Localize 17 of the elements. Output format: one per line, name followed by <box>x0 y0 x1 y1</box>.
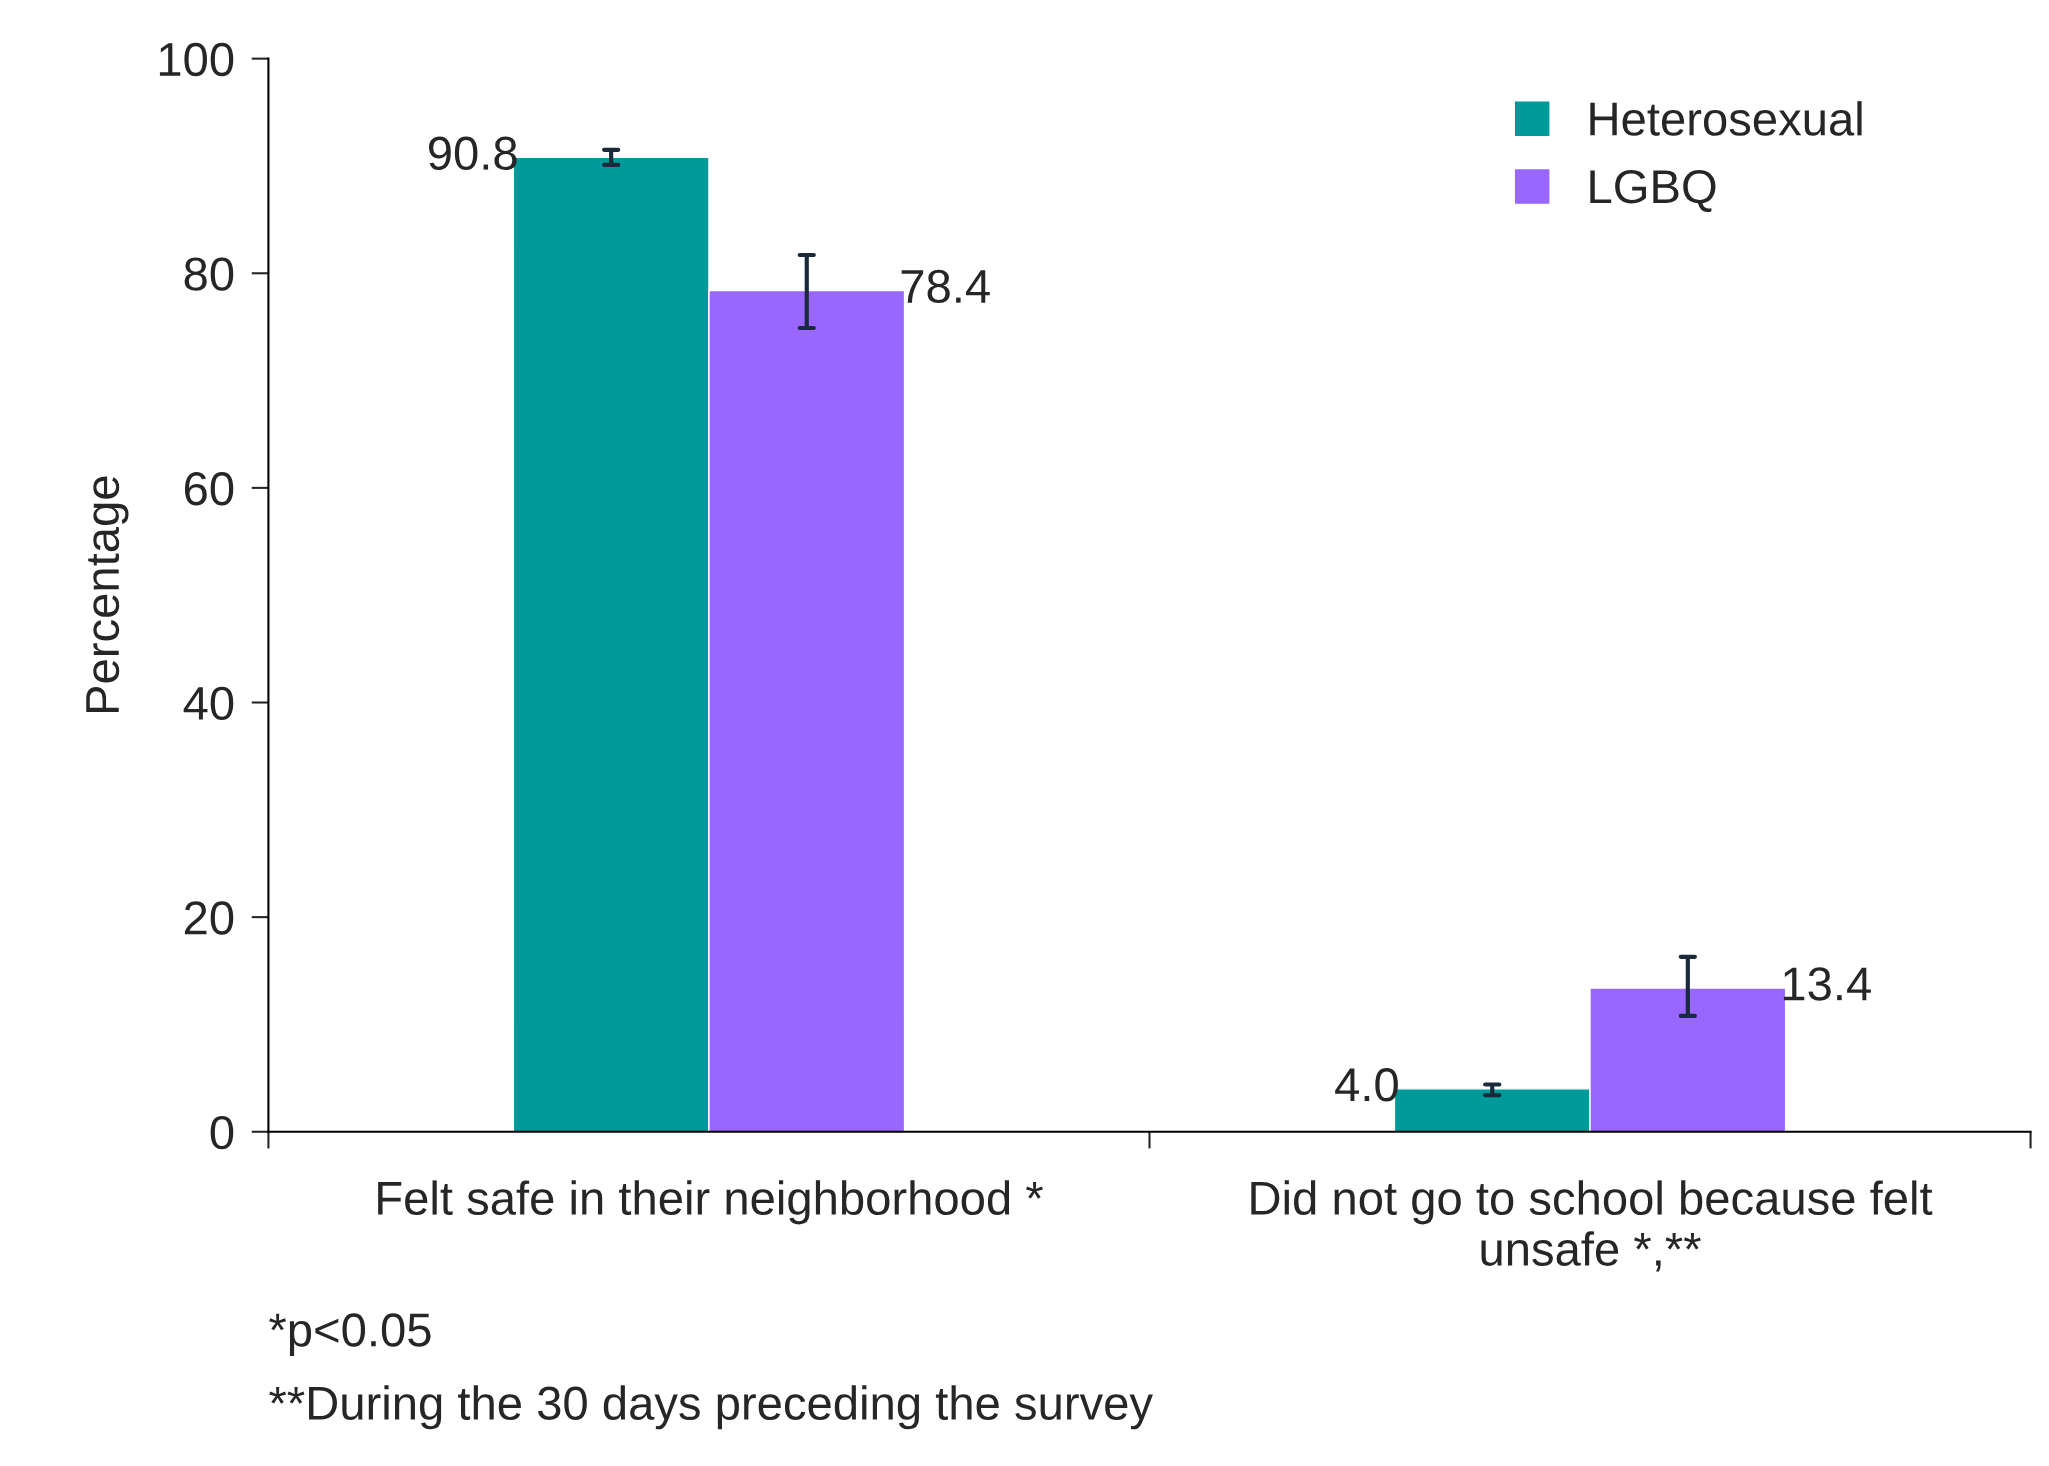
y-tick-label: 40 <box>183 686 234 721</box>
legend-label: Heterosexual <box>1590 101 1862 136</box>
y-axis-title: Percentage <box>86 476 129 713</box>
text: **During the 30 days preceding the survey <box>269 1385 1153 1430</box>
data-label: 78.4 <box>901 269 990 304</box>
x-tick-label: Did not go to school because felt unsafe *,** <box>1251 1180 1933 1272</box>
x-tick-label: Felt safe in their neighborhood * <box>378 1180 1043 1225</box>
data-label: 13.4 <box>1783 967 1871 1001</box>
y-tick-label: 0 <box>210 1115 234 1150</box>
y-tick-label: 100 <box>159 42 234 77</box>
y-tick-label: 80 <box>184 257 234 291</box>
data-label: 4.0 <box>1335 1068 1398 1102</box>
text: *p<0.05 <box>269 1313 431 1357</box>
y-tick-label: 20 <box>184 901 234 935</box>
legend-label: LGBQ <box>1590 170 1716 212</box>
data-label: 90.8 <box>428 136 517 171</box>
y-tick-label: 60 <box>184 472 234 506</box>
